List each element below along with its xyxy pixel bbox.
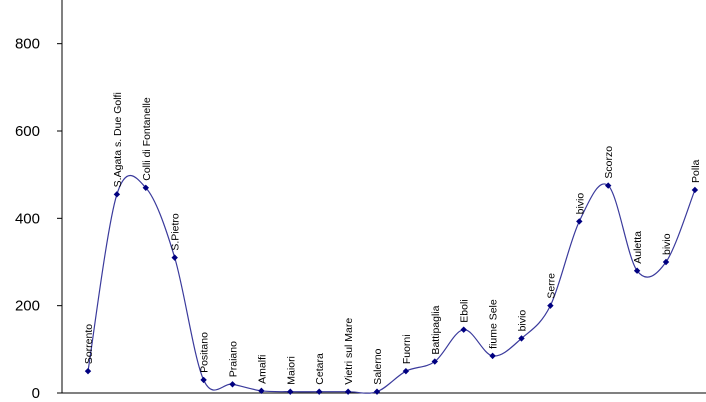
data-point [633, 267, 641, 274]
data-point [576, 218, 583, 225]
point-label: Sorrento [83, 324, 95, 364]
data-markers [84, 182, 699, 395]
data-point [691, 186, 699, 194]
point-label: Fuorni [401, 334, 413, 364]
point-label: Cetara [314, 353, 326, 385]
y-tick-label: 0 [32, 385, 40, 402]
point-labels: Sorrento S.Agata s. Due Golfi Colli di Fon… [83, 92, 702, 385]
data-point [171, 254, 178, 261]
point-label: bivio [574, 193, 586, 215]
data-point [113, 191, 121, 198]
data-point [229, 381, 236, 388]
data-point [402, 367, 410, 375]
point-label: fiume Sele [488, 299, 500, 349]
series-line [87, 175, 696, 394]
data-point [142, 184, 149, 191]
data-point [460, 326, 467, 333]
point-label: Auletta [632, 231, 644, 264]
data-point [84, 367, 92, 375]
point-label: Scorzo [603, 146, 615, 179]
y-tick-label: 600 [15, 123, 40, 140]
data-point [373, 388, 381, 395]
point-label: Serre [545, 273, 557, 299]
data-point [344, 388, 352, 395]
point-label: Battipaglia [430, 305, 442, 354]
data-point [431, 358, 438, 365]
point-label: Amalfi [256, 355, 268, 384]
data-point [287, 388, 294, 395]
point-label: Polla [690, 159, 702, 183]
y-tick-label: 200 [15, 298, 40, 315]
point-label: Colli di Fontanelle [141, 97, 153, 181]
data-point [605, 182, 612, 189]
data-point [547, 302, 554, 309]
point-label: Eboli [459, 299, 471, 322]
point-label: Positano [199, 332, 211, 373]
point-label: Maiori [285, 356, 297, 385]
point-label: Praiano [228, 341, 240, 377]
data-point [258, 387, 265, 395]
data-point [316, 388, 323, 395]
point-label: bivio [661, 233, 673, 255]
data-point [200, 376, 207, 384]
point-label: Vietri sul Mare [343, 318, 355, 385]
axes [61, 0, 706, 394]
y-axis-ticks: 0 200 400 600 800 [15, 36, 62, 402]
y-tick-label: 400 [15, 210, 40, 227]
data-point [518, 335, 525, 342]
y-tick-label: 800 [15, 36, 40, 53]
data-point [662, 258, 670, 266]
point-label: S.Agata s. Due Golfi [112, 92, 124, 187]
point-label: S.Pietro [170, 213, 182, 251]
data-point [489, 352, 496, 360]
point-label: Salerno [372, 348, 384, 384]
point-label: bivio [517, 310, 529, 332]
